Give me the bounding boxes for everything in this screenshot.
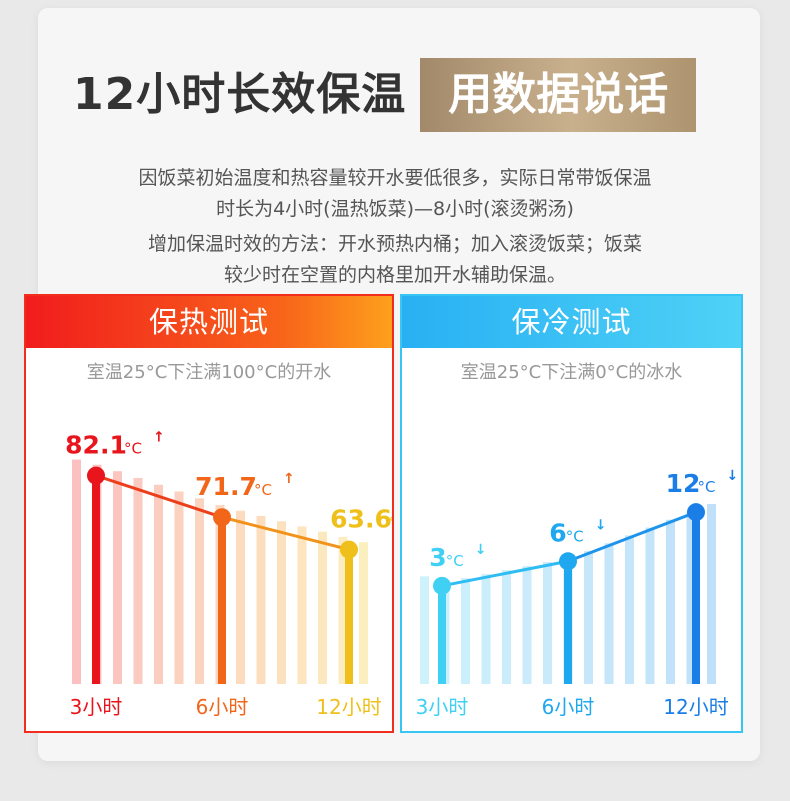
cold-x-tick-label: 12小时 — [663, 695, 728, 719]
cold-arrow-icon: ↓ — [475, 542, 487, 558]
cold-background-bar — [604, 543, 614, 684]
cold-x-tick-label: 3小时 — [416, 695, 469, 719]
hot-trend-line — [221, 515, 350, 552]
hot-value-label: 63.6 — [330, 505, 392, 534]
hot-x-tick-label: 12小时 — [316, 695, 381, 719]
hot-data-point — [340, 540, 358, 559]
description-block-2: 增加保温时效的方法：开水预热内桶；加入滚烫饭菜；饭菜 较少时在空置的内格里加开水… — [0, 229, 790, 291]
hot-value-label: 82.1 — [65, 431, 127, 460]
cold-background-bar — [686, 511, 696, 684]
cold-background-bar — [502, 570, 511, 684]
cold-value-label: 12 — [666, 469, 701, 498]
description-block-1: 因饭菜初始温度和热容量较开水要低很多，实际日常带饭保温 时长为4小时(温热饭菜)… — [0, 163, 790, 225]
cold-unit-label: °C — [446, 552, 464, 570]
hot-test-title: 保热测试 — [26, 296, 392, 348]
hot-value-bar — [92, 475, 100, 684]
cold-value-bar — [692, 512, 700, 684]
description-line: 时长为4小时(温热饭菜)—8小时(滚烫粥汤) — [216, 198, 574, 220]
cold-arrow-icon: ↓ — [727, 468, 739, 484]
hot-background-bar — [277, 521, 286, 684]
cold-value-label: 6 — [549, 518, 566, 547]
cold-background-bar — [645, 527, 655, 684]
description-line: 因饭菜初始温度和热容量较开水要低很多，实际日常带饭保温 — [138, 167, 652, 189]
cold-data-point — [433, 576, 451, 595]
cold-unit-label: °C — [566, 527, 584, 545]
description-line: 增加保温时效的方法：开水预热内桶；加入滚烫饭菜；饭菜 — [147, 233, 642, 255]
cold-unit-label: °C — [698, 478, 716, 496]
hot-background-bar — [133, 477, 143, 684]
hot-background-bar — [154, 484, 163, 684]
cold-background-bar — [707, 503, 716, 684]
hot-unit-label: °C — [389, 514, 392, 532]
hot-test-subtitle: 室温25°C下注满100°C的开水 — [86, 362, 332, 383]
cold-test-panel: 保冷测试 室温25°C下注满0°C的冰水 3 °C ↓ 3小时 6 °C ↓ 6小时 12 °C ↓… — [400, 294, 743, 733]
cold-test-title: 保冷测试 — [402, 296, 741, 348]
description-line: 较少时在空置的内格里加开水辅助保温。 — [223, 264, 566, 286]
hot-value-label: 71.7 — [195, 472, 257, 501]
hot-x-tick-label: 6小时 — [196, 695, 249, 719]
cold-x-tick-label: 6小时 — [542, 695, 595, 719]
cold-value-label: 3 — [429, 543, 446, 572]
hot-background-bar — [338, 536, 348, 684]
cold-background-bar — [481, 574, 491, 684]
hot-test-panel: 保热测试 室温25°C下注满100°C的开水 82.1 °C ↑ 3小时 71.7 °C ↑… — [24, 294, 394, 733]
cold-background-bar — [625, 535, 634, 684]
hot-data-point — [213, 508, 231, 527]
hot-data-point — [87, 466, 105, 485]
cold-trend-line — [567, 510, 697, 563]
hot-background-bar — [236, 510, 245, 684]
cold-background-bar — [584, 551, 593, 684]
hot-unit-label: °C — [254, 481, 272, 499]
headline: 12小时长效保温 用数据说话 — [73, 58, 697, 132]
hot-background-bar — [297, 526, 307, 684]
cold-background-bar — [420, 576, 429, 684]
cold-background-bar — [666, 519, 675, 684]
hot-background-bar — [113, 471, 122, 684]
cold-trend-line — [441, 559, 569, 588]
headline-tag: 用数据说话 — [420, 58, 697, 132]
hot-background-bar — [318, 531, 327, 684]
cold-data-point — [559, 552, 577, 571]
hot-x-tick-label: 3小时 — [70, 695, 123, 719]
headline-main: 12小时长效保温 — [73, 69, 407, 120]
cold-test-subtitle: 室温25°C下注满0°C的冰水 — [460, 362, 683, 383]
cold-background-bar — [543, 562, 552, 684]
hot-background-bar — [174, 491, 184, 684]
hot-value-bar — [345, 549, 353, 684]
hot-background-bar — [256, 516, 266, 684]
hot-unit-label: °C — [124, 440, 142, 458]
hot-trend-line — [95, 474, 223, 519]
cold-data-point — [687, 503, 705, 522]
hot-arrow-icon: ↑ — [283, 471, 295, 487]
hot-background-bar — [72, 459, 81, 684]
hot-background-bar — [359, 542, 368, 684]
cold-arrow-icon: ↓ — [595, 517, 607, 533]
cold-value-bar — [564, 561, 572, 684]
cold-background-bar — [461, 578, 470, 684]
hot-value-bar — [218, 517, 226, 684]
hot-background-bar — [195, 498, 204, 684]
cold-background-bar — [522, 566, 532, 684]
cold-value-bar — [438, 585, 446, 684]
hot-arrow-icon: ↑ — [153, 430, 165, 446]
